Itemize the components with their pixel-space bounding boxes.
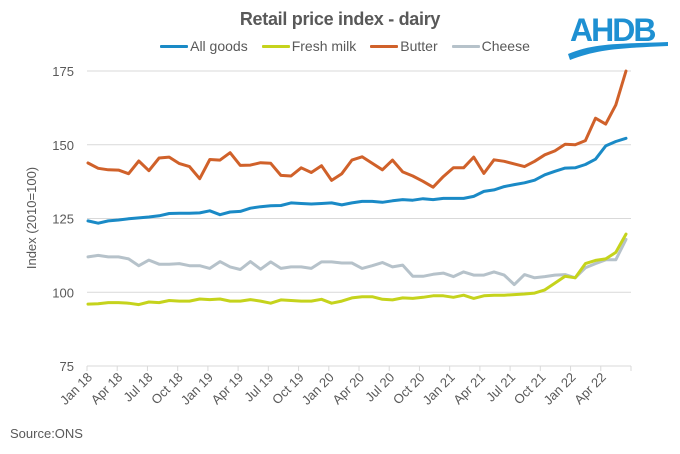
y-axis-title: Index (2010=100) xyxy=(24,167,39,269)
x-tick-label: Oct 21 xyxy=(511,370,549,408)
legend-label: All goods xyxy=(190,38,248,54)
x-tick-label: Jan 20 xyxy=(299,370,337,408)
legend-swatch-fresh-milk xyxy=(261,44,290,48)
legend-item-cheese: Cheese xyxy=(451,38,530,54)
legend-label: Butter xyxy=(400,38,438,54)
x-tick-label: Apr 19 xyxy=(209,370,247,408)
ahdb-logo: AHDB xyxy=(566,12,670,60)
x-tick-label: Oct 18 xyxy=(148,370,186,408)
y-tick-label: 150 xyxy=(52,138,74,153)
series-line-fresh-milk xyxy=(86,232,628,307)
gridlines xyxy=(87,70,631,367)
legend-item-all-goods: All goods xyxy=(160,38,248,54)
y-tick-label: 75 xyxy=(60,359,74,374)
x-tick-label: Jan 22 xyxy=(540,370,578,408)
series-line-cheese xyxy=(86,237,628,287)
legend-swatch-cheese xyxy=(451,44,480,48)
y-tick-label: 100 xyxy=(52,285,74,300)
chart-title: Retail price index - dairy xyxy=(239,9,441,29)
series-lines xyxy=(86,69,628,307)
legend: All goods Fresh milk Butter Cheese xyxy=(0,38,680,54)
y-axis: 75 100 125 150 175 xyxy=(52,64,74,374)
x-tick-label: Oct 20 xyxy=(390,370,428,408)
x-tick-label: Apr 22 xyxy=(571,370,609,408)
legend-item-butter: Butter xyxy=(370,38,438,54)
legend-label: Fresh milk xyxy=(291,38,357,54)
legend-item-fresh-milk: Fresh milk xyxy=(261,38,357,54)
logo-text: AHDB xyxy=(570,12,656,48)
x-tick-label: Jan 19 xyxy=(178,370,216,408)
series-line-all-goods xyxy=(86,136,628,225)
x-tick-label: Oct 19 xyxy=(269,370,307,408)
legend-swatch-butter xyxy=(370,44,399,48)
legend-label: Cheese xyxy=(481,38,530,54)
y-tick-label: 175 xyxy=(52,64,74,79)
x-tick-label: Jan 21 xyxy=(420,370,458,408)
series-line-butter xyxy=(86,69,628,189)
legend-swatch-all-goods xyxy=(160,44,189,48)
source-note: Source:ONS xyxy=(10,426,83,441)
x-tick-label: Apr 20 xyxy=(329,370,367,408)
x-tick-label: Jan 18 xyxy=(57,370,95,408)
logo-wave-icon xyxy=(568,42,668,60)
x-tick-label: Apr 18 xyxy=(88,370,126,408)
y-tick-label: 125 xyxy=(52,212,74,227)
x-tick-label: Apr 21 xyxy=(450,370,488,408)
